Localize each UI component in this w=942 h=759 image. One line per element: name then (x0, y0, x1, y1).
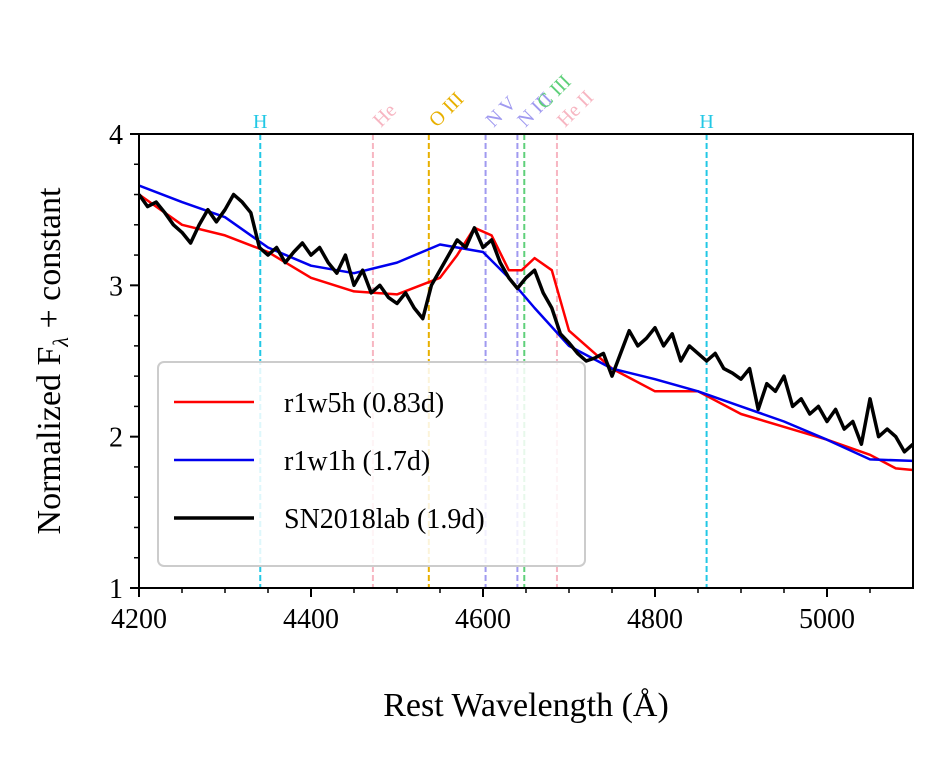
y-tick-label: 3 (109, 271, 123, 302)
y-label-part: + constant (31, 187, 68, 337)
x-tick-label: 4400 (283, 604, 339, 635)
y-label-sub: λ (48, 337, 73, 348)
x-tick-label: 4200 (111, 604, 167, 635)
legend-label: SN2018lab (1.9d) (284, 504, 485, 535)
y-tick-label: 2 (109, 423, 123, 454)
y-axis-label: Normalized Fλ + constant (31, 187, 73, 534)
y-tick-label: 4 (109, 120, 123, 151)
series-line (139, 193, 913, 472)
x-tick-label: 4800 (627, 604, 683, 635)
y-label-part: Normalized F (31, 347, 68, 535)
legend-label: r1w5h (0.83d) (284, 388, 444, 419)
marker-label: N V (482, 92, 522, 132)
marker-label: H (699, 111, 713, 133)
marker-label: O III (425, 88, 468, 131)
marker-label: H (253, 111, 267, 133)
legend-label: r1w1h (1.7d) (284, 446, 430, 477)
legend-box (157, 361, 586, 567)
x-axis-label: Rest Wavelength (Å) (383, 687, 669, 724)
series-group (139, 184, 913, 472)
series-line (139, 192, 913, 454)
x-tick-label: 5000 (799, 604, 855, 635)
marker-label: He (369, 99, 401, 131)
y-tick-label: 1 (109, 574, 123, 605)
x-tick-label: 4600 (455, 604, 511, 635)
